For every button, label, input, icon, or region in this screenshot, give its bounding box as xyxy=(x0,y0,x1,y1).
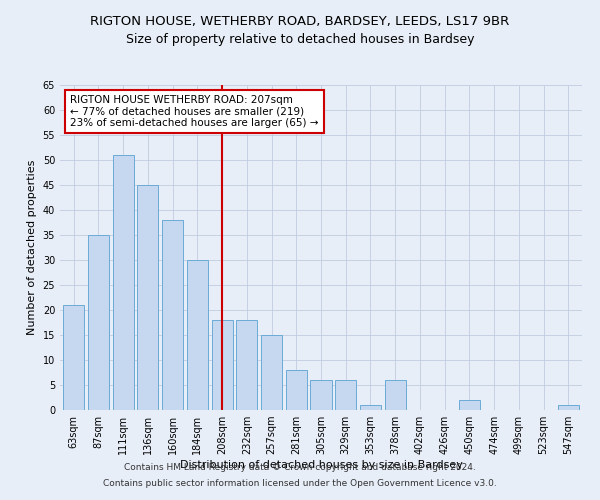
Text: RIGTON HOUSE WETHERBY ROAD: 207sqm
← 77% of detached houses are smaller (219)
23: RIGTON HOUSE WETHERBY ROAD: 207sqm ← 77%… xyxy=(70,94,319,128)
Bar xyxy=(558,405,579,410)
Text: Contains HM Land Registry data © Crown copyright and database right 2024.: Contains HM Land Registry data © Crown c… xyxy=(124,464,476,472)
Bar xyxy=(212,320,233,410)
Bar xyxy=(236,320,257,410)
Bar xyxy=(261,335,282,410)
Bar xyxy=(385,380,406,410)
Y-axis label: Number of detached properties: Number of detached properties xyxy=(27,160,37,335)
Bar xyxy=(310,380,332,410)
X-axis label: Distribution of detached houses by size in Bardsey: Distribution of detached houses by size … xyxy=(179,460,463,470)
Bar xyxy=(63,305,84,410)
Bar xyxy=(286,370,307,410)
Text: RIGTON HOUSE, WETHERBY ROAD, BARDSEY, LEEDS, LS17 9BR: RIGTON HOUSE, WETHERBY ROAD, BARDSEY, LE… xyxy=(91,15,509,28)
Bar xyxy=(335,380,356,410)
Bar xyxy=(459,400,480,410)
Bar xyxy=(162,220,183,410)
Bar xyxy=(113,155,134,410)
Text: Size of property relative to detached houses in Bardsey: Size of property relative to detached ho… xyxy=(126,32,474,46)
Bar xyxy=(187,260,208,410)
Bar xyxy=(137,185,158,410)
Text: Contains public sector information licensed under the Open Government Licence v3: Contains public sector information licen… xyxy=(103,478,497,488)
Bar xyxy=(88,235,109,410)
Bar xyxy=(360,405,381,410)
